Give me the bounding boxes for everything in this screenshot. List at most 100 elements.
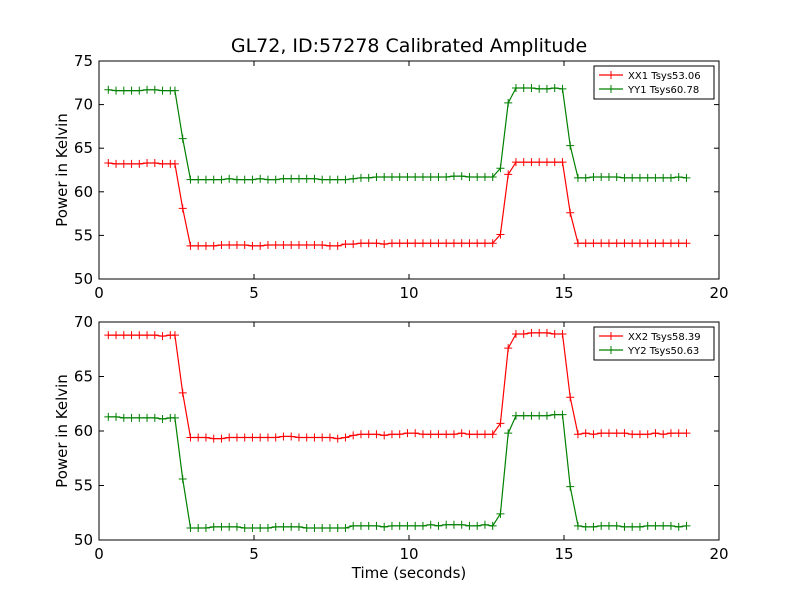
data-point <box>225 240 234 249</box>
data-point <box>457 172 466 181</box>
data-point <box>674 239 683 248</box>
data-point <box>612 521 621 530</box>
data-point <box>232 240 241 249</box>
y-tick-label: 65 <box>74 139 93 157</box>
data-point <box>620 429 629 438</box>
bottom-panel: 0 5 10 15 20 50 55 60 65 70 Power in Kelvin Time (s… <box>53 313 729 582</box>
data-point <box>150 413 159 422</box>
data-point <box>170 331 179 340</box>
data-point <box>426 172 435 181</box>
data-point <box>248 241 257 250</box>
legend-marker <box>607 85 615 93</box>
data-point <box>310 524 319 533</box>
data-point <box>643 521 652 530</box>
data-point <box>535 328 544 337</box>
data-point <box>271 175 280 184</box>
data-point <box>364 239 373 248</box>
data-point <box>170 86 179 95</box>
data-point <box>127 413 136 422</box>
legend-marker <box>607 332 615 340</box>
data-point <box>150 159 159 168</box>
data-point <box>659 239 668 248</box>
data-point <box>201 524 210 533</box>
data-point <box>682 239 691 248</box>
data-point <box>488 430 497 439</box>
data-point <box>240 524 249 533</box>
data-point <box>488 172 497 181</box>
data-point <box>573 430 582 439</box>
data-point <box>158 86 167 95</box>
y-tick-label: 70 <box>74 96 93 114</box>
y-tick-label: 65 <box>74 368 93 386</box>
y-tick-label: 70 <box>74 313 93 331</box>
data-point <box>527 84 536 93</box>
data-point <box>186 241 195 250</box>
data-point <box>651 239 660 248</box>
data-point <box>395 239 404 248</box>
data-point <box>112 412 121 421</box>
data-point <box>248 175 257 184</box>
data-point <box>150 331 159 340</box>
x-tick-label: 10 <box>399 284 418 302</box>
data-point <box>127 331 136 340</box>
data-point <box>682 173 691 182</box>
x-tick-label: 5 <box>249 545 259 563</box>
data-point <box>550 158 559 167</box>
data-point <box>558 84 567 93</box>
data-point <box>395 521 404 530</box>
data-point <box>442 520 451 529</box>
data-point <box>620 239 629 248</box>
data-point <box>240 240 249 249</box>
x-axis-label: Time (seconds) <box>351 564 467 582</box>
data-point <box>364 173 373 182</box>
data-point <box>504 344 513 353</box>
data-point <box>682 429 691 438</box>
data-point <box>566 393 575 402</box>
data-point <box>201 241 210 250</box>
chart-title: GL72, ID:57278 Calibrated Amplitude <box>231 35 587 57</box>
data-point <box>480 430 489 439</box>
data-point <box>411 521 420 530</box>
data-point <box>504 170 513 179</box>
data-point <box>480 239 489 248</box>
data-point <box>318 524 327 533</box>
data-point <box>449 172 458 181</box>
data-point <box>542 328 551 337</box>
data-point <box>643 239 652 248</box>
data-point <box>628 239 637 248</box>
data-point <box>356 430 365 439</box>
data-point <box>535 158 544 167</box>
data-point <box>411 172 420 181</box>
data-point <box>635 522 644 531</box>
data-point <box>465 430 474 439</box>
data-point <box>651 521 660 530</box>
data-point <box>194 524 203 533</box>
data-point <box>449 520 458 529</box>
x-tick-label: 15 <box>554 545 573 563</box>
data-point <box>666 521 675 530</box>
data-point <box>496 419 505 428</box>
data-point <box>597 429 606 438</box>
legend-marker <box>607 71 615 79</box>
data-point <box>535 411 544 420</box>
data-point <box>287 174 296 183</box>
data-point <box>217 175 226 184</box>
data-point <box>395 430 404 439</box>
data-point <box>143 331 152 340</box>
data-point <box>256 174 265 183</box>
data-point <box>127 159 136 168</box>
y-tick-label: 60 <box>74 183 93 201</box>
data-point <box>364 430 373 439</box>
data-point <box>341 524 350 533</box>
data-point <box>325 433 334 442</box>
data-point <box>349 240 358 249</box>
data-point <box>511 411 520 420</box>
data-point <box>635 173 644 182</box>
legend-entry: YY1 Tsys60.78 <box>627 85 699 96</box>
data-point <box>150 85 159 94</box>
data-point <box>333 524 342 533</box>
data-point <box>628 522 637 531</box>
data-point <box>550 410 559 419</box>
data-point <box>178 388 187 397</box>
